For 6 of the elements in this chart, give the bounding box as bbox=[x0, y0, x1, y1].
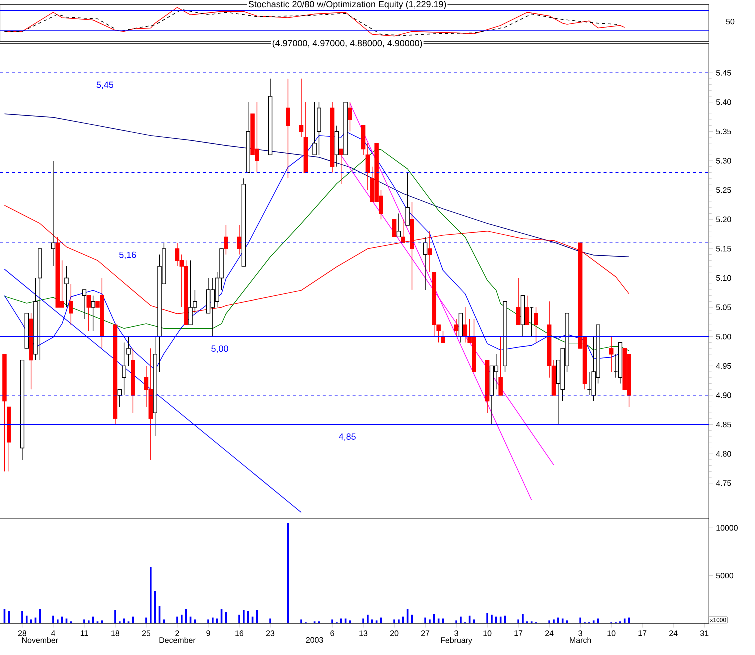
ref-line-label: 5,45 bbox=[96, 82, 114, 90]
ref-line-label: 5,16 bbox=[120, 252, 136, 260]
chart-title: Stochastic 20/80 w/Optimization Equity (1,229.19) bbox=[248, 1, 446, 10]
chart-title: (4.97000, 4.97000, 4.88000, 4.90000) bbox=[272, 40, 422, 49]
ref-line-label: 5,00 bbox=[212, 346, 228, 354]
ref-line-label: 4,85 bbox=[339, 434, 356, 442]
